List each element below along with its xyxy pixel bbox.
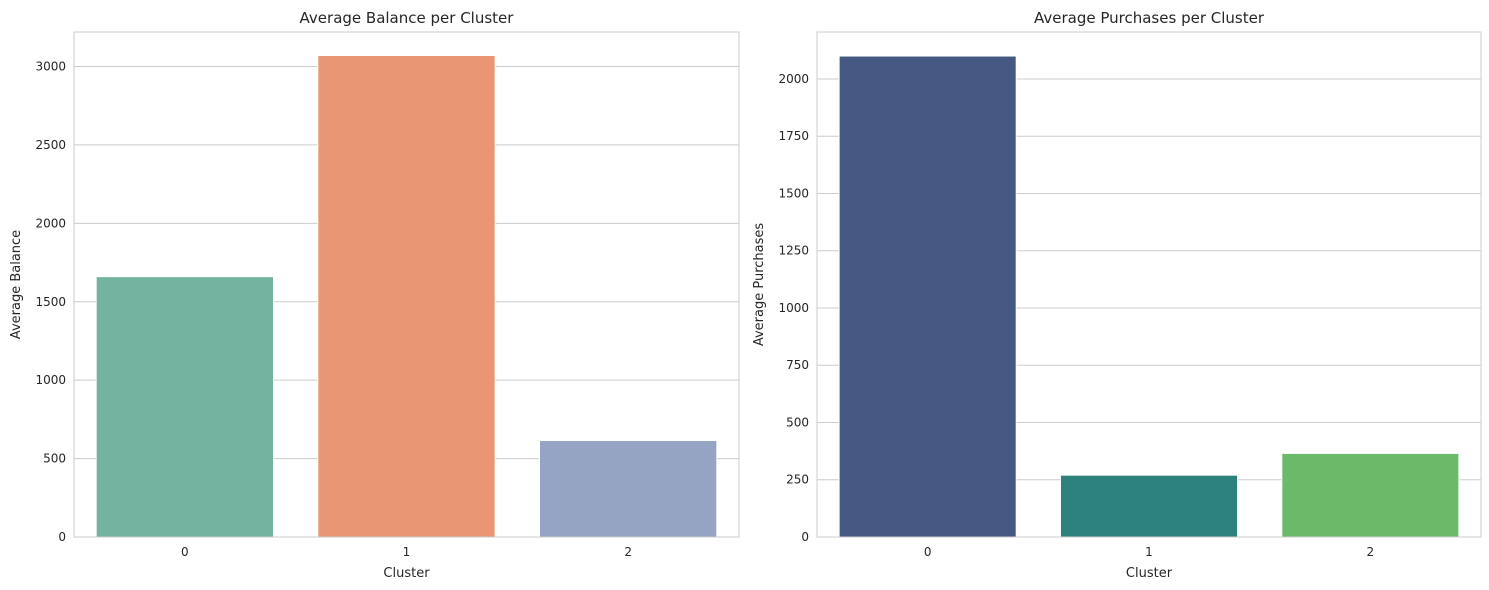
x-tick-label: 2 [1367,545,1375,559]
x-axis-label: Cluster [383,566,430,581]
bar-cluster-0 [95,276,274,538]
y-tick-label: 3000 [35,60,66,74]
y-axis-label: Average Purchases [752,223,767,347]
y-tick-label: 250 [786,473,809,487]
y-tick-label: 2000 [35,216,66,230]
y-tick-label: 0 [58,530,66,544]
y-tick-label: 1500 [778,186,809,200]
y-tick-label: 2000 [778,72,809,86]
bar-cluster-2 [539,440,718,538]
y-axis-label: Average Balance [9,230,24,339]
y-tick-label: 750 [786,358,809,372]
x-tick-label: 2 [624,545,632,559]
y-tick-label: 1750 [778,129,809,143]
chart-title: Average Purchases per Cluster [1034,9,1265,27]
y-tick-label: 1500 [35,295,66,309]
y-tick-label: 2500 [35,138,66,152]
x-tick-label: 0 [924,545,932,559]
chart-panel-1: 0 250 500 750 1000 1250 1500 1750 2000 0 1 2 Average… [752,9,1482,581]
y-tick-label: 1000 [35,373,66,387]
x-axis-label: Cluster [1126,566,1173,581]
y-tick-label: 0 [801,530,809,544]
bar-cluster-1 [1059,474,1239,538]
chart-title: Average Balance per Cluster [300,9,515,27]
bar-cluster-2 [1281,452,1460,538]
axes-frame [816,31,1482,538]
y-tick-label: 500 [786,415,809,429]
y-tick-label: 1000 [778,301,809,315]
y-tick-label: 1250 [778,244,809,258]
axes-frame [73,31,740,538]
bar-cluster-0 [838,55,1017,538]
x-tick-label: 1 [1145,545,1153,559]
x-tick-label: 1 [403,545,411,559]
chart-panel-0: 0 500 1000 1500 2000 2500 3000 0 1 2 Average Balan… [9,9,740,581]
y-tick-label: 500 [43,452,66,466]
bar-cluster-1 [317,55,496,538]
x-tick-label: 0 [181,545,189,559]
